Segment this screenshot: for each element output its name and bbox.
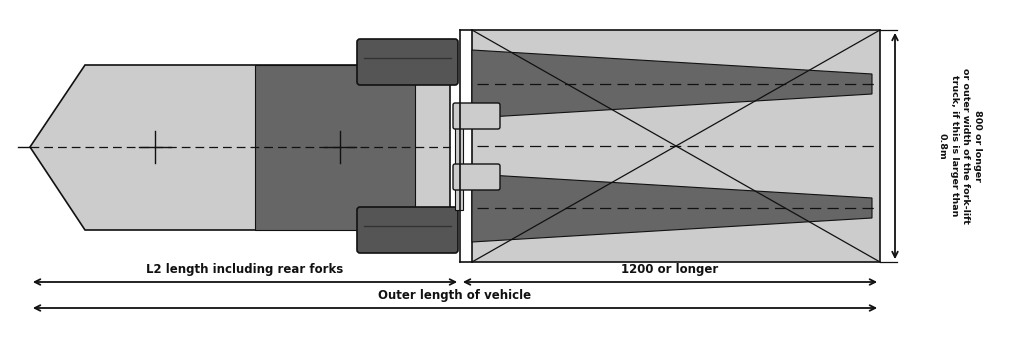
Text: Outer length of vehicle: Outer length of vehicle: [379, 289, 531, 302]
Polygon shape: [472, 174, 872, 242]
Polygon shape: [30, 65, 450, 230]
Polygon shape: [472, 30, 880, 262]
Polygon shape: [472, 50, 872, 118]
Text: 800 or longer
or outer width of the fork-lift
truck, if this is larger than
0.8m: 800 or longer or outer width of the fork…: [938, 68, 982, 224]
FancyBboxPatch shape: [357, 207, 458, 253]
Text: L2 length including rear forks: L2 length including rear forks: [146, 263, 344, 276]
FancyBboxPatch shape: [357, 39, 458, 85]
Polygon shape: [455, 127, 463, 210]
FancyBboxPatch shape: [453, 103, 500, 129]
Polygon shape: [255, 65, 415, 230]
Text: 1200 or longer: 1200 or longer: [622, 263, 719, 276]
FancyBboxPatch shape: [453, 164, 500, 190]
